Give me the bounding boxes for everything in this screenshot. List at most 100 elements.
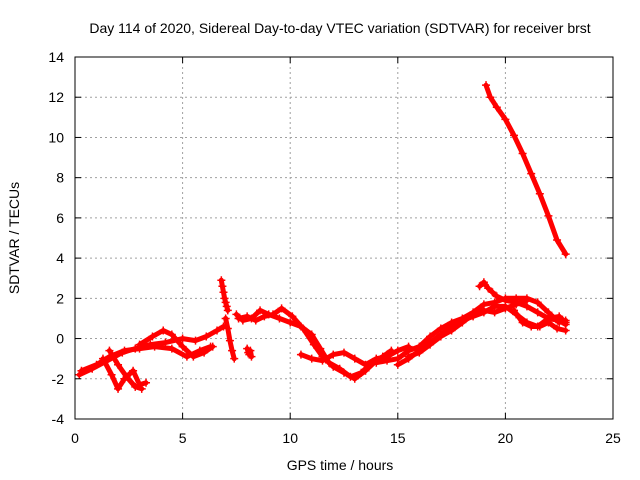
data-point	[561, 250, 570, 259]
data-point	[129, 366, 138, 375]
data-point	[492, 292, 501, 301]
data-point	[159, 326, 168, 335]
x-axis-title: GPS time / hours	[287, 457, 394, 473]
x-tick-label: 0	[71, 430, 79, 446]
data-point	[98, 354, 107, 363]
data-track	[373, 295, 569, 366]
data-point	[488, 288, 497, 297]
data-point	[251, 316, 260, 325]
data-point	[555, 316, 564, 325]
y-tick-label: 14	[48, 49, 64, 65]
data-point	[501, 296, 510, 305]
data-point	[223, 306, 232, 315]
data-point	[178, 342, 187, 351]
data-point	[492, 103, 501, 112]
data-point	[131, 382, 140, 391]
data-point	[218, 282, 227, 291]
y-tick-label: 12	[48, 89, 64, 105]
data-point	[383, 356, 392, 365]
data-point	[114, 384, 123, 393]
x-axis-ticks: 0 5 10 15 20 25	[71, 57, 621, 446]
data-point	[527, 169, 536, 178]
data-point	[486, 93, 495, 102]
data-point	[275, 314, 284, 323]
data-point	[361, 360, 370, 369]
data-point	[232, 310, 241, 319]
data-point	[512, 298, 521, 307]
data-point	[527, 322, 536, 331]
data-point	[340, 348, 348, 357]
data-point	[217, 276, 226, 285]
data-point	[142, 378, 151, 387]
data-point	[150, 342, 159, 351]
data-point	[475, 282, 484, 291]
data-point	[553, 324, 562, 333]
data-point	[510, 306, 519, 315]
data-point	[75, 370, 84, 379]
data-point	[350, 354, 359, 363]
data-point	[200, 348, 209, 357]
grid-lines	[75, 57, 613, 419]
data-point	[535, 322, 544, 331]
data-point	[415, 348, 424, 357]
data-point	[544, 211, 553, 220]
data-point	[202, 332, 211, 341]
data-point	[535, 189, 544, 198]
data-point	[178, 334, 187, 343]
y-axis-title: SDTVAR / TECUs	[6, 182, 22, 294]
data-point	[518, 149, 527, 158]
data-track	[236, 305, 390, 382]
data-point	[213, 326, 222, 335]
y-tick-label: -4	[52, 411, 65, 427]
data-point	[161, 338, 170, 347]
data-point	[222, 302, 231, 311]
x-tick-label: 20	[498, 430, 514, 446]
data-point	[122, 372, 131, 381]
data-point	[114, 360, 123, 369]
data-point	[404, 352, 413, 361]
data-point	[256, 306, 265, 315]
data-point	[296, 350, 305, 359]
data-point	[479, 306, 488, 315]
x-tick-label: 25	[605, 430, 621, 446]
data-point	[533, 298, 542, 307]
data-point	[120, 346, 129, 355]
data-point	[307, 354, 316, 363]
plot-frame	[74, 56, 614, 420]
y-axis-ticks: -4 -2 0 2 4 6 8 10 12 14	[48, 49, 613, 427]
data-point	[286, 318, 295, 327]
data-point	[243, 312, 252, 321]
data-point	[220, 294, 229, 303]
data-point	[553, 236, 562, 245]
data-point	[484, 284, 493, 293]
data-point	[135, 340, 144, 349]
data-point	[105, 346, 114, 355]
data-point	[228, 346, 237, 355]
y-tick-label: 10	[48, 129, 64, 145]
data-point	[219, 288, 228, 297]
data-point	[447, 326, 456, 335]
data-point	[230, 354, 239, 363]
data-point	[277, 304, 286, 313]
data-track	[483, 82, 569, 257]
data-point	[221, 314, 230, 323]
data-point	[309, 340, 318, 349]
data-point	[479, 278, 488, 287]
data-point	[340, 368, 348, 377]
data-point	[372, 358, 381, 367]
data-point	[92, 360, 101, 369]
y-tick-label: 4	[56, 250, 64, 266]
y-tick-label: 0	[56, 331, 64, 347]
data-point	[221, 298, 230, 307]
data-point	[561, 326, 570, 335]
data-point	[501, 115, 510, 124]
data-point	[393, 360, 402, 369]
data-point	[544, 318, 553, 327]
data-point	[522, 302, 531, 311]
data-point	[436, 332, 445, 341]
data-point	[268, 310, 277, 319]
data-point	[137, 384, 146, 393]
x-tick-label: 15	[390, 430, 406, 446]
data-point	[329, 362, 338, 371]
